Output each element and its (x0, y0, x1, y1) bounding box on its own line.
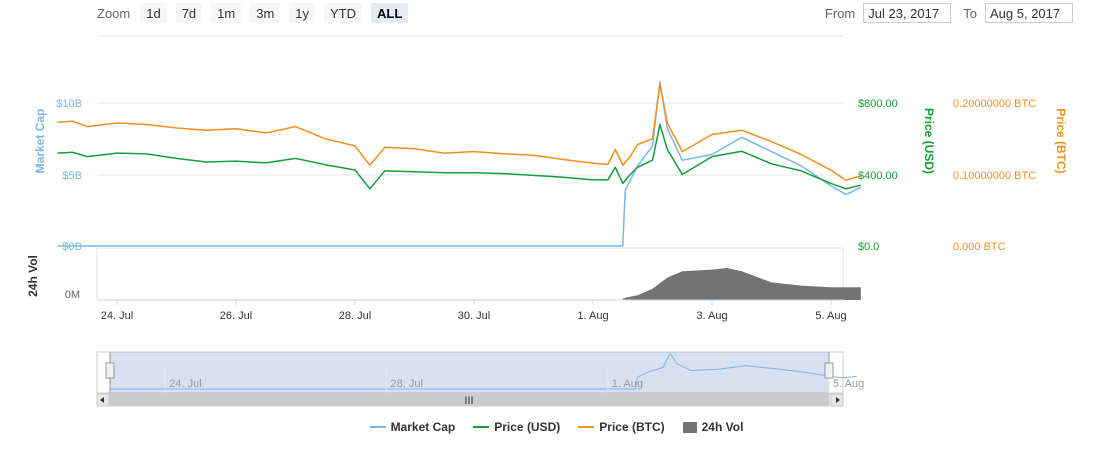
from-date-input[interactable] (863, 3, 952, 23)
usd-axis-tick-label: $800.00 (858, 98, 898, 110)
to-label: To (963, 5, 977, 21)
x-axis-tick-label: 1. Aug (577, 310, 608, 322)
zoom-bar: Zoom 1d 7d 1m 3m 1y YTD ALL (97, 2, 417, 24)
scrollbar-right-arrow-icon (836, 397, 840, 403)
navigator-selected-range (110, 352, 829, 393)
zoom-all-button[interactable]: ALL (371, 3, 409, 23)
scrollbar-thumb[interactable] (109, 393, 830, 407)
navigator-series-line (110, 352, 857, 390)
usd-axis-tick-label: $400.00 (858, 170, 898, 182)
x-axis-tick-label: 28. Jul (339, 310, 371, 322)
scrollbar-left-arrow-icon (100, 397, 104, 403)
zoom-3m-button[interactable]: 3m (250, 3, 281, 23)
legend-item-market-cap[interactable]: Market Cap (369, 420, 456, 434)
volume-axis-title: 24h Vol (26, 255, 40, 297)
navigator-tick-label: 1. Aug (612, 378, 643, 390)
x-axis-tick-label: 24. Jul (101, 310, 133, 322)
legend-swatch-market-cap (369, 426, 386, 428)
from-label: From (824, 5, 856, 21)
usd-axis-title: Price (USD) (922, 108, 936, 174)
zoom-1y-button[interactable]: 1y (289, 3, 316, 23)
zoom-ytd-button[interactable]: YTD (324, 3, 363, 23)
left-axis-tick-label: $5B (62, 170, 82, 182)
x-axis-tick-label: 3. Aug (696, 310, 727, 322)
legend-item-price-usd[interactable]: Price (USD) (473, 420, 560, 434)
legend-label-price-usd: Price (USD) (494, 420, 561, 434)
navigator-right-handle[interactable] (824, 362, 834, 379)
zoom-1d-button[interactable]: 1d (140, 3, 167, 23)
navigator-tick-label: 24. Jul (169, 378, 201, 390)
x-axis-tick-label: 26. Jul (220, 310, 252, 322)
legend-item-price-btc[interactable]: Price (BTC) (578, 420, 665, 434)
left-axis-title: Market Cap (33, 109, 47, 174)
market-cap-series-line (57, 80, 862, 247)
legend-swatch-24h-vol (682, 421, 697, 433)
usd-axis-tick-label: $0.0 (858, 241, 879, 253)
price-btc-series-line (57, 83, 862, 181)
chart-legend: Market Cap Price (USD) Price (BTC) 24h V… (0, 420, 1113, 434)
volume-series-area (622, 268, 861, 300)
btc-axis-title: Price (BTC) (1054, 108, 1068, 173)
legend-swatch-price-btc (578, 426, 595, 428)
legend-label-price-btc: Price (BTC) (599, 420, 665, 434)
volume-axis-tick-label: 0M (65, 289, 80, 301)
to-date-input[interactable] (985, 3, 1073, 23)
left-axis-tick-label: $10B (56, 98, 82, 110)
navigator-left-handle[interactable] (105, 362, 115, 379)
navigator (96, 351, 844, 394)
navigator-tick-label: 5. Aug (833, 378, 864, 390)
btc-axis-tick-label: 0.20000000 BTC (953, 98, 1036, 110)
legend-label-24h-vol: 24h Vol (701, 420, 744, 434)
legend-item-24h-vol[interactable]: 24h Vol (682, 420, 744, 434)
btc-axis-tick-label: 0.10000000 BTC (953, 170, 1036, 182)
navigator-tick-label: 28. Jul (391, 378, 423, 390)
btc-axis-tick-label: 0.000 BTC (953, 241, 1006, 253)
zoom-label: Zoom (97, 5, 131, 21)
price-usd-series-line (57, 123, 861, 190)
legend-swatch-price-usd (473, 426, 490, 428)
date-range-selector: From To (825, 2, 1073, 24)
legend-label-market-cap: Market Cap (390, 420, 456, 434)
zoom-7d-button[interactable]: 7d (175, 3, 203, 23)
left-axis-tick-label: $0B (62, 241, 82, 253)
x-axis-tick-label: 5. Aug (815, 310, 846, 322)
x-axis-tick-label: 30. Jul (458, 310, 490, 322)
zoom-1m-button[interactable]: 1m (211, 3, 242, 23)
scrollbar-grip-icon: III (464, 395, 473, 407)
